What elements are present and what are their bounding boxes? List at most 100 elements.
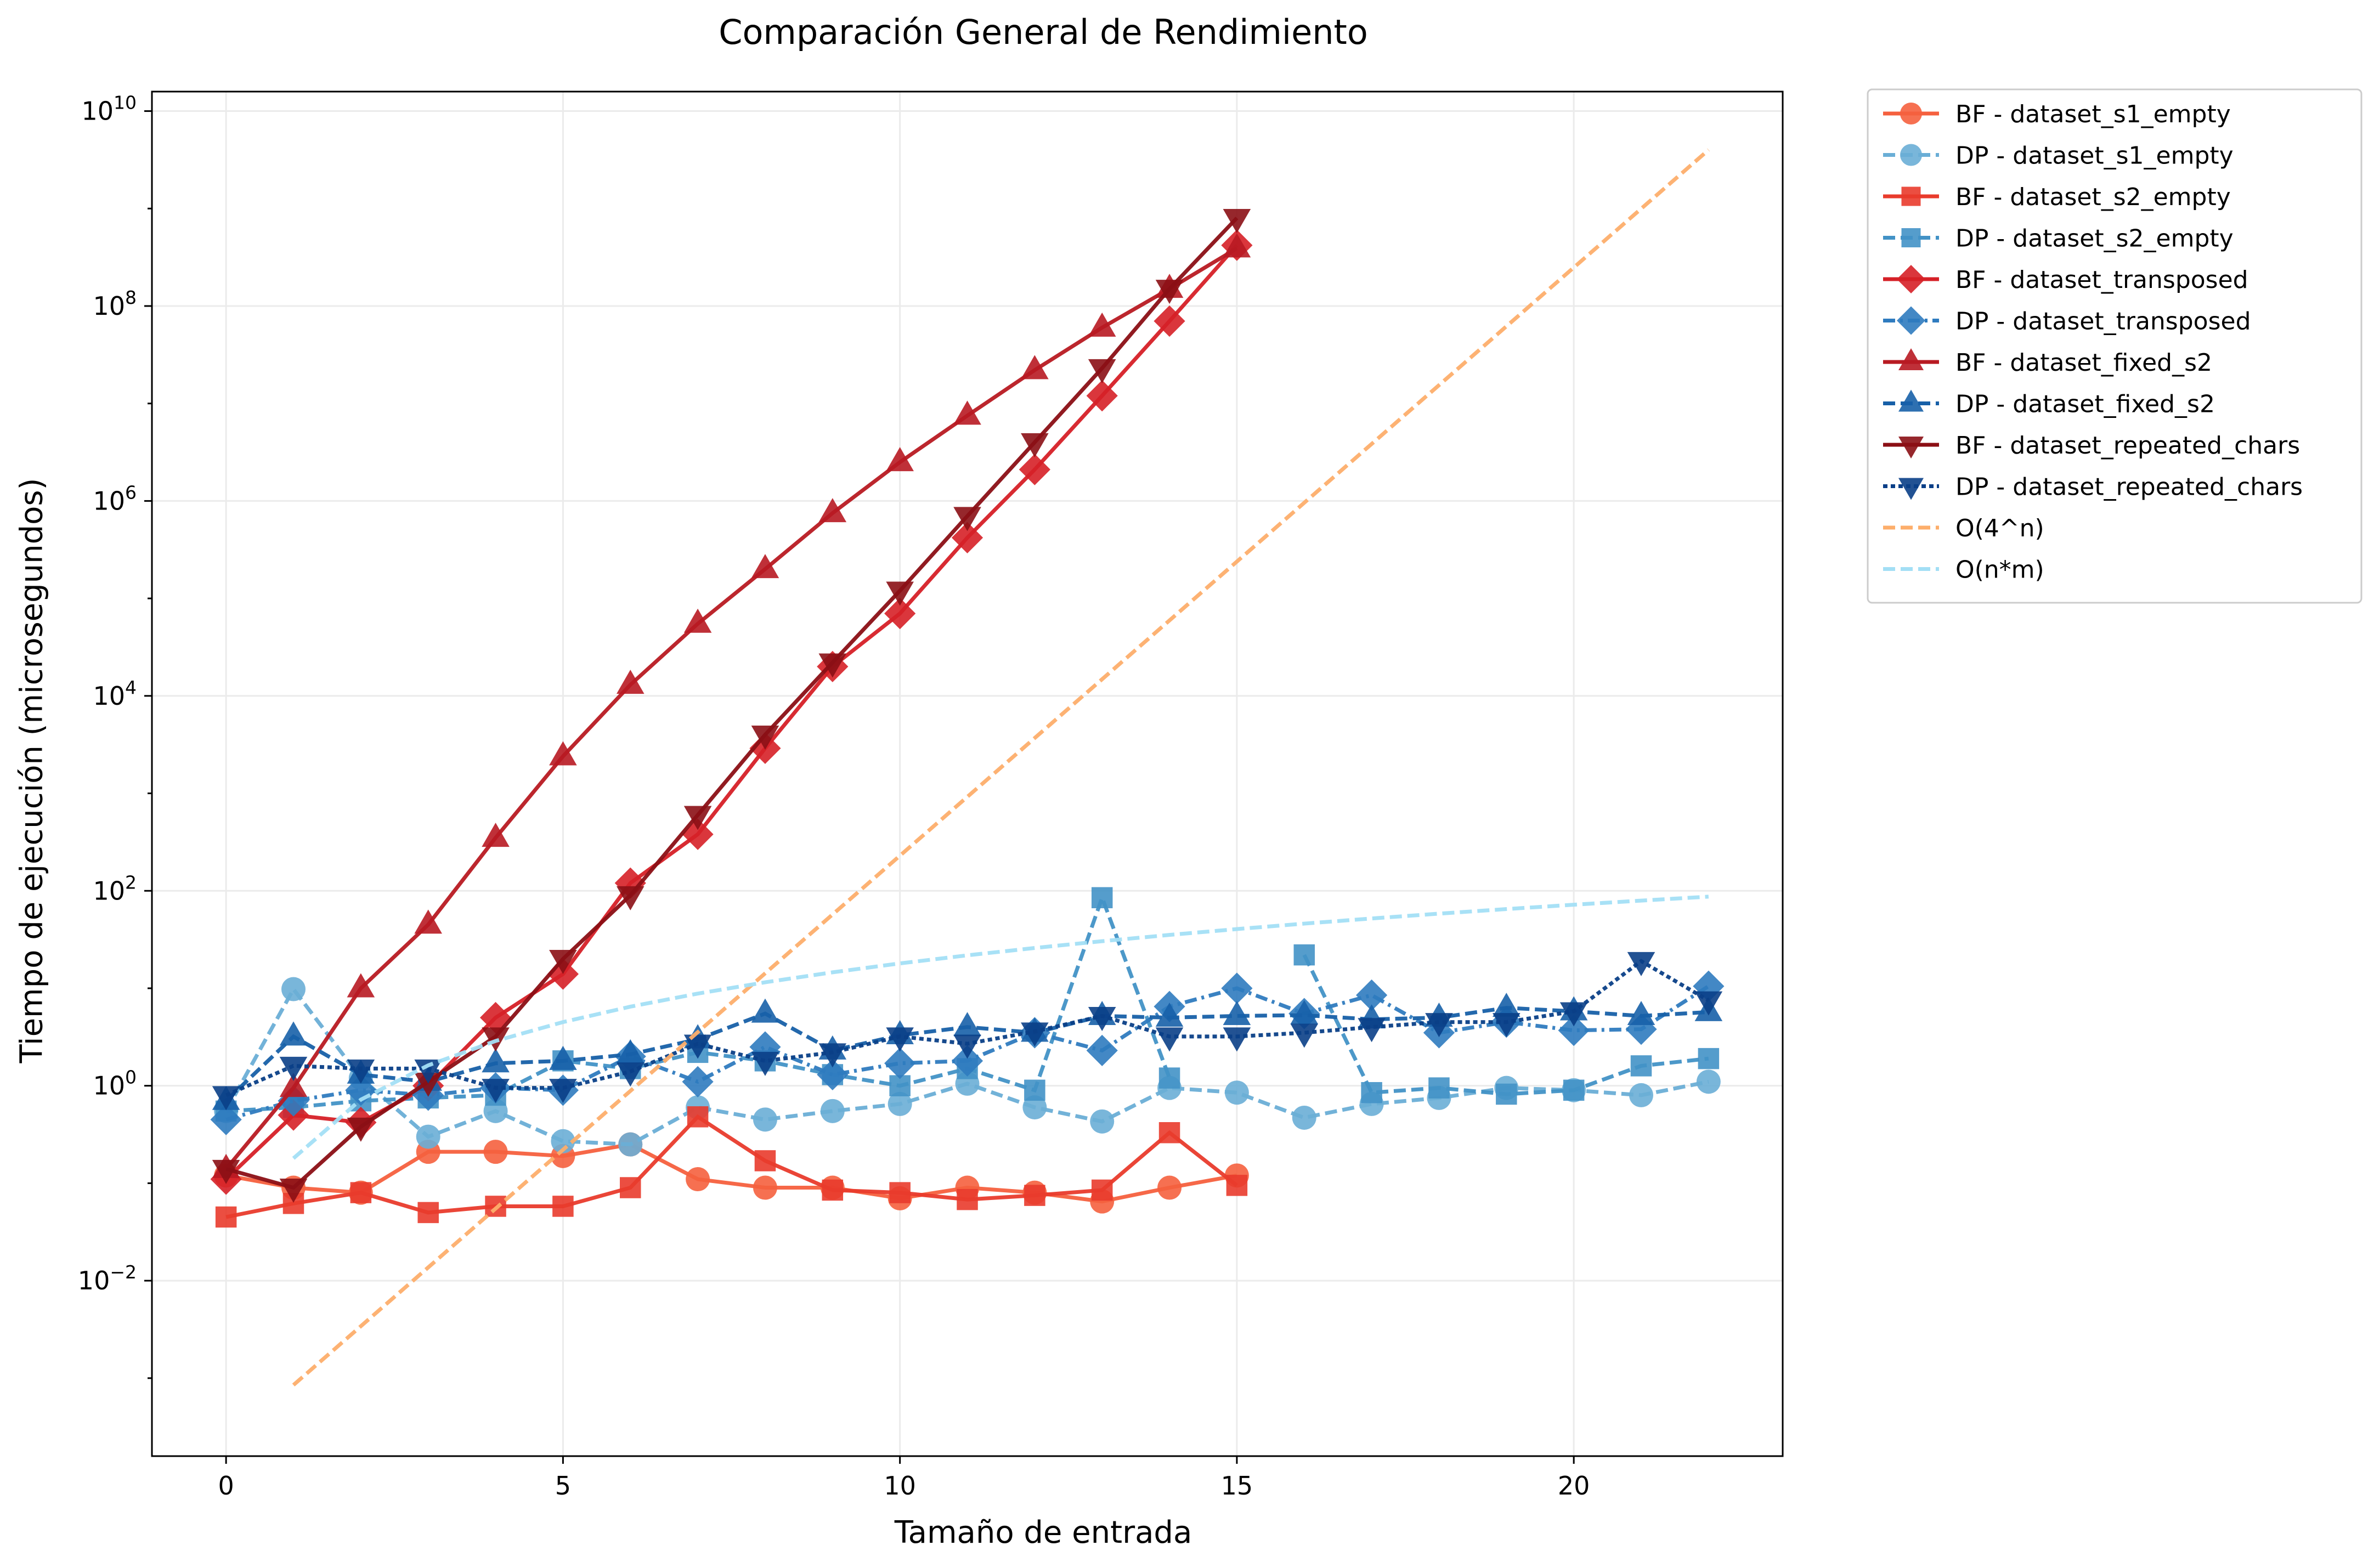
data-point (753, 1107, 777, 1132)
data-point (1293, 944, 1315, 966)
series-11 (292, 895, 1709, 1160)
data-point (957, 1188, 978, 1210)
legend-label: BF - dataset_repeated_chars (1955, 432, 2300, 460)
data-point (687, 1106, 709, 1128)
data-point (953, 1012, 981, 1037)
data-point (1091, 1179, 1113, 1201)
data-point (483, 1140, 508, 1164)
data-point (1224, 1080, 1249, 1105)
data-point (1021, 433, 1049, 457)
data-point (1155, 1027, 1184, 1052)
data-point (953, 507, 981, 531)
data-point (551, 1129, 575, 1153)
data-point (818, 498, 847, 523)
data-point (822, 1179, 844, 1201)
data-point (1226, 1175, 1248, 1196)
data-point (1158, 1122, 1180, 1144)
data-point (888, 1091, 912, 1116)
data-point (552, 1196, 574, 1217)
data-point (682, 1066, 714, 1097)
data-point (619, 1177, 641, 1198)
plot-frame (151, 90, 1784, 1457)
data-point (1356, 979, 1388, 1011)
data-point (1563, 1079, 1585, 1101)
data-point (1088, 359, 1116, 383)
data-point (951, 522, 983, 553)
data-point (1155, 280, 1184, 304)
series-9 (212, 952, 1723, 1111)
data-point (549, 1079, 577, 1103)
data-point (1425, 1013, 1453, 1038)
series-line (224, 246, 1238, 1170)
y-tick-label: 108 (93, 287, 137, 321)
y-tick-label: 106 (93, 482, 137, 516)
data-point (953, 400, 981, 425)
data-point (686, 1167, 710, 1192)
y-tick-label: 100 (93, 1067, 137, 1101)
data-point (347, 973, 375, 998)
data-point (616, 670, 645, 694)
data-point (616, 1039, 645, 1063)
data-point (1290, 1000, 1319, 1024)
legend: BF - dataset_s1_empty DP - dataset_s1_emp… (1867, 88, 2362, 604)
data-point (549, 1045, 577, 1070)
legend-label: DP - dataset_s2_empty (1955, 225, 2234, 253)
data-point (215, 1206, 237, 1228)
data-point (1627, 1000, 1655, 1025)
data-point (547, 958, 579, 990)
data-point (1091, 887, 1113, 909)
legend-marker (1898, 389, 1924, 412)
data-point (1086, 380, 1118, 412)
data-point (212, 1086, 240, 1111)
data-point (1158, 1067, 1180, 1089)
data-point (1559, 1002, 1588, 1027)
data-point (616, 1062, 645, 1087)
data-point (683, 1034, 712, 1059)
legend-label: DP - dataset_fixed_s2 (1955, 390, 2215, 418)
data-point (1428, 1077, 1450, 1099)
data-point (1021, 1022, 1049, 1047)
y-axis-label: Tiempo de ejecución (microsegundos) (14, 478, 50, 1063)
data-point (683, 806, 712, 830)
data-point (414, 1072, 442, 1097)
data-point (1698, 1048, 1720, 1069)
data-point (1493, 1013, 1521, 1038)
legend-label: DP - dataset_s1_empty (1955, 142, 2234, 170)
data-point (1694, 991, 1723, 1016)
series-line (225, 1142, 1237, 1204)
series-2 (215, 1106, 1248, 1228)
series-line (225, 217, 1239, 1190)
data-point (884, 1048, 916, 1079)
data-point (1223, 233, 1251, 258)
legend-label: BF - dataset_s2_empty (1955, 183, 2231, 211)
data-point (414, 909, 442, 934)
data-point (549, 949, 577, 974)
data-point (281, 977, 306, 1001)
legend-marker (1901, 186, 1921, 206)
series-line (292, 148, 1710, 1387)
data-point (1629, 1083, 1654, 1107)
data-point (616, 886, 645, 910)
data-point (1496, 1083, 1517, 1105)
data-point (1290, 1023, 1319, 1048)
data-point (279, 1021, 308, 1046)
data-point (817, 1058, 849, 1091)
data-point (1292, 1105, 1316, 1130)
data-point (1088, 1006, 1116, 1031)
data-point (886, 581, 914, 606)
data-point (886, 447, 914, 472)
data-point (482, 1048, 510, 1073)
series-10 (292, 148, 1710, 1387)
data-point (886, 1027, 914, 1052)
x-tick-label: 0 (218, 1471, 234, 1501)
data-point (414, 1059, 442, 1084)
x-tick-label: 10 (884, 1471, 916, 1501)
series-6 (212, 233, 1251, 1178)
data-point (1358, 1018, 1386, 1043)
data-point (754, 1150, 776, 1171)
legend-label: DP - dataset_transposed (1955, 308, 2251, 336)
data-point (618, 1132, 643, 1157)
legend-marker (1898, 437, 1924, 458)
data-point (1696, 1069, 1721, 1094)
